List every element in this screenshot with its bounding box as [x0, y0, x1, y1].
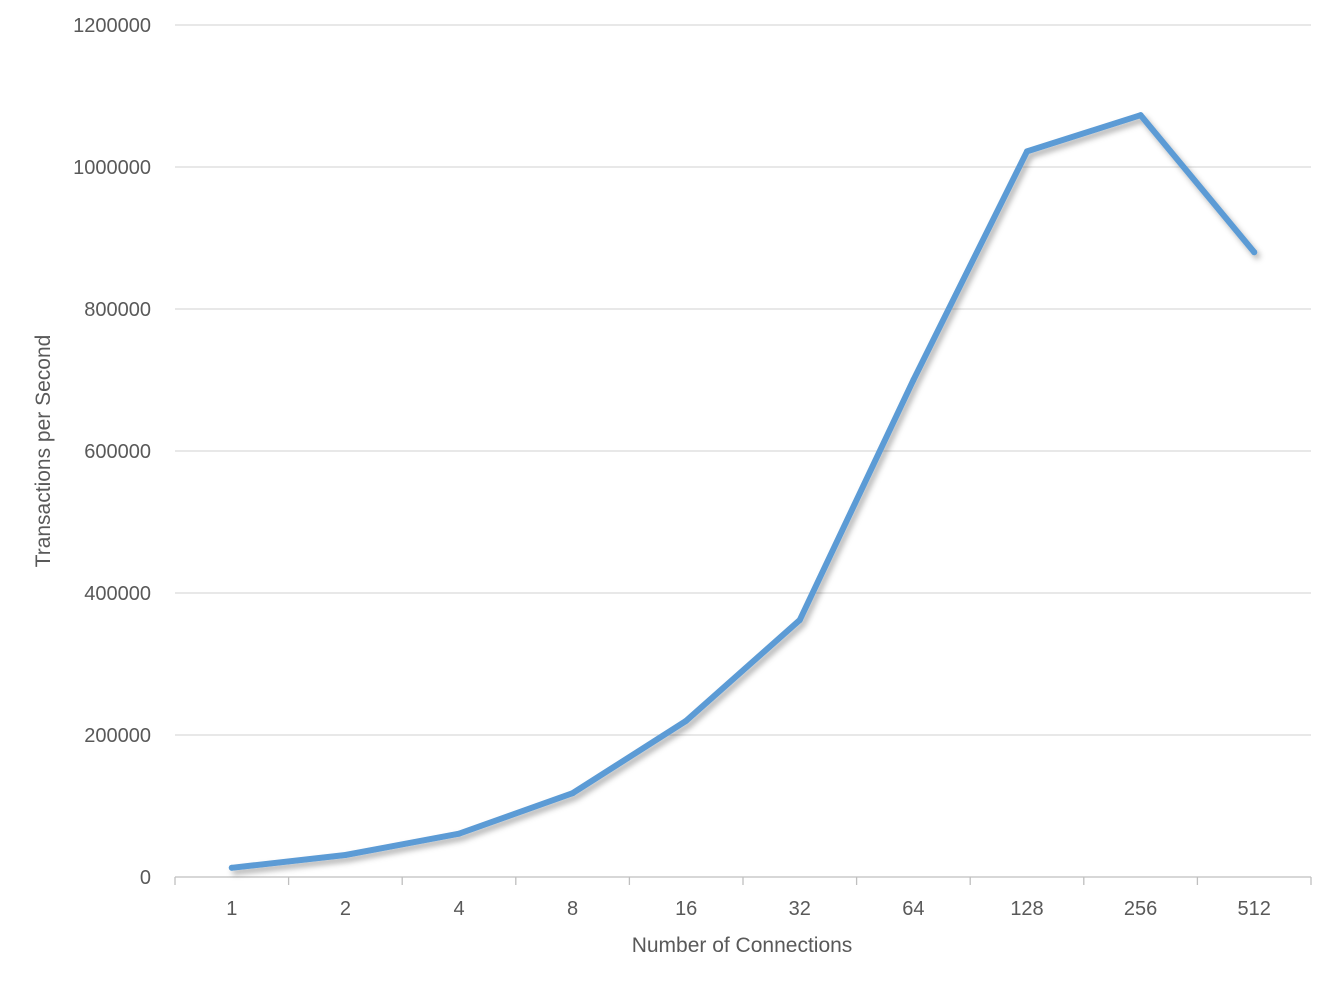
- gridlines: [175, 24, 1311, 736]
- data-point: [569, 790, 576, 797]
- y-tick-label: 600000: [84, 441, 151, 463]
- data-point: [228, 864, 235, 871]
- x-tick-label: 16: [675, 898, 697, 920]
- y-tick-label: 200000: [84, 725, 151, 747]
- y-axis-title: Transactions per Second: [32, 335, 55, 568]
- x-axis: [174, 876, 1312, 885]
- x-tick-label: 32: [789, 898, 811, 920]
- data-point: [796, 616, 803, 623]
- x-tick-label: 8: [567, 898, 578, 920]
- x-tick-label: 256: [1124, 898, 1157, 920]
- x-tick-label: 512: [1238, 898, 1271, 920]
- y-axis-tick-labels: 0 200000 400000 600000 800000 1000000 1200000: [73, 15, 151, 889]
- data-point: [910, 377, 917, 383]
- x-axis-tick-labels: 1 2 4 8 16 32 64 128 256 512: [226, 898, 1271, 920]
- x-tick-label: 4: [453, 898, 464, 920]
- series-line: [228, 112, 1258, 871]
- data-point: [456, 830, 462, 837]
- y-tick-label: 0: [140, 867, 151, 889]
- data-point: [342, 851, 349, 858]
- y-tick-label: 800000: [84, 299, 151, 321]
- y-tick-label: 400000: [84, 583, 151, 605]
- x-tick-label: 128: [1010, 898, 1043, 920]
- x-tick-label: 64: [902, 898, 924, 920]
- data-point: [1251, 249, 1258, 256]
- x-axis-title: Number of Connections: [632, 934, 853, 957]
- y-tick-label: 1200000: [73, 15, 151, 37]
- x-tick-label: 2: [340, 898, 351, 920]
- y-tick-label: 1000000: [73, 157, 151, 179]
- x-tick-label: 1: [226, 898, 237, 920]
- series-layer: [228, 112, 1258, 871]
- data-point: [1024, 148, 1030, 155]
- data-point: [1137, 112, 1144, 119]
- data-point: [683, 717, 690, 724]
